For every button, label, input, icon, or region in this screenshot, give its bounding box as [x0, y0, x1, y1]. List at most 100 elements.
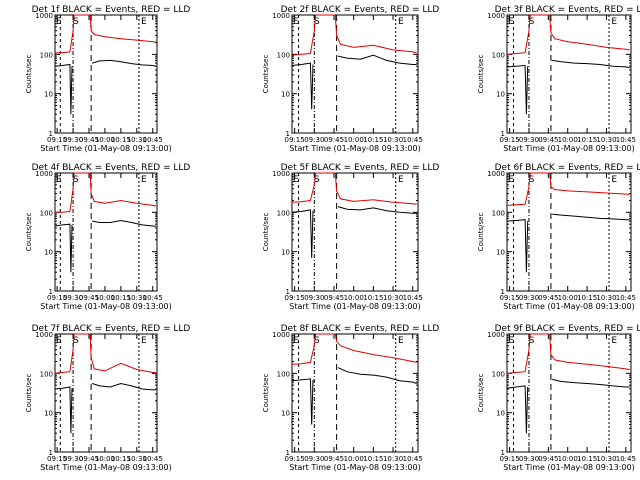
events-series-line	[506, 378, 630, 434]
x-tick-label: 10:45	[616, 136, 636, 144]
y-tick-label: 1	[286, 449, 290, 457]
x-tick-label: 09:45	[324, 136, 344, 144]
event-marker-letter: E	[56, 175, 62, 185]
y-tick-label: 1	[286, 130, 290, 138]
y-tick-label: 1	[286, 288, 290, 296]
y-tick-label: 1000	[272, 170, 290, 178]
x-tick-label: 09:30	[63, 294, 83, 302]
x-tick-label: 10:30	[383, 455, 403, 463]
x-tick-label: 10:15	[363, 455, 383, 463]
y-tick-label: 100	[40, 209, 53, 217]
lld-series-line	[291, 14, 417, 56]
y-tick-label: 100	[277, 51, 290, 59]
event-marker-letter: S	[73, 17, 79, 27]
events-series-line	[291, 367, 417, 425]
y-tick-label: 1000	[35, 12, 53, 20]
plot-frame	[291, 172, 419, 292]
event-marker-letter: E	[611, 17, 617, 27]
lld-series-line	[506, 14, 630, 55]
x-tick-label: 10:30	[127, 136, 147, 144]
events-series-line	[54, 219, 156, 273]
x-tick-label: 10:30	[596, 455, 616, 463]
y-tick-label: 100	[492, 51, 505, 59]
events-series-line	[54, 382, 156, 434]
event-marker-letter: S	[73, 336, 79, 346]
y-tick-label: 100	[40, 370, 53, 378]
chart-title: Det 9f BLACK = Events, RED = LLD	[495, 324, 640, 334]
y-tick-label: 10	[281, 91, 290, 99]
chart-title: Det 6f BLACK = Events, RED = LLD	[495, 163, 640, 173]
event-marker-letter: E	[398, 175, 404, 185]
x-tick-label: 09:45	[79, 455, 99, 463]
y-tick-label: 10	[44, 91, 53, 99]
x-tick-label: 09:30	[63, 136, 83, 144]
event-marker-letter: S	[314, 175, 320, 185]
y-tick-label: 100	[277, 209, 290, 217]
detector-panel-4: Det 4f BLACK = Events, RED = LLD 1 10 100 10…	[25, 163, 190, 311]
y-tick-label: 10	[281, 249, 290, 257]
chart-title: Det 5f BLACK = Events, RED = LLD	[281, 163, 440, 173]
x-tick-label: 10:15	[111, 294, 131, 302]
x-tick-label: 09:15	[285, 455, 305, 463]
y-tick-label: 10	[496, 410, 505, 418]
x-tick-label: 09:45	[538, 136, 558, 144]
x-tick-label: 09:30	[304, 455, 324, 463]
event-marker-letter: S	[529, 336, 535, 346]
plot-frame	[54, 14, 158, 134]
y-tick-label: 1	[49, 449, 53, 457]
x-tick-label: 09:15	[285, 136, 305, 144]
y-tick-label: 1000	[35, 170, 53, 178]
y-tick-label: 1000	[272, 12, 290, 20]
event-marker-letter: E	[508, 336, 514, 346]
plot-frame	[291, 14, 419, 134]
x-tick-label: 10:30	[383, 294, 403, 302]
y-tick-label: 1	[501, 449, 505, 457]
event-marker-letter: S	[314, 336, 320, 346]
events-series-line	[54, 59, 157, 115]
event-marker-letter: E	[508, 175, 514, 185]
y-axis-label: Counts/sec	[25, 374, 33, 413]
x-axis-label: Start Time (01-May-08 09:13:00)	[289, 463, 420, 472]
x-tick-label: 10:30	[383, 136, 403, 144]
event-marker-letter: E	[56, 336, 62, 346]
chart-title: Det 7f BLACK = Events, RED = LLD	[32, 324, 191, 334]
x-tick-label: 09:45	[324, 455, 344, 463]
y-axis-label: Counts/sec	[25, 213, 33, 252]
plot-frame	[54, 333, 158, 453]
detector-panel-5: Det 5f BLACK = Events, RED = LLD 1 10 100 10…	[262, 163, 439, 311]
plot-frame	[506, 333, 632, 453]
x-tick-label: 09:15	[47, 294, 67, 302]
detector-panel-3: Det 3f BLACK = Events, RED = LLD 1 10 100 10…	[477, 5, 640, 153]
plot-frame	[506, 172, 632, 292]
x-tick-label: 10:45	[616, 294, 636, 302]
y-axis-label: Counts/sec	[262, 374, 270, 413]
event-marker-letter: E	[141, 175, 147, 185]
x-tick-label: 10:45	[143, 294, 163, 302]
y-tick-label: 100	[40, 51, 53, 59]
x-axis-label: Start Time (01-May-08 09:13:00)	[289, 302, 420, 311]
y-tick-label: 10	[281, 410, 290, 418]
y-tick-label: 100	[492, 209, 505, 217]
chart-title: Det 3f BLACK = Events, RED = LLD	[495, 5, 640, 15]
x-tick-label: 09:30	[63, 455, 83, 463]
x-tick-label: 10:45	[616, 455, 636, 463]
y-axis-label: Counts/sec	[262, 55, 270, 94]
x-tick-label: 09:15	[285, 294, 305, 302]
x-axis-label: Start Time (01-May-08 09:13:00)	[503, 144, 634, 153]
y-tick-label: 10	[44, 249, 53, 257]
x-tick-label: 09:15	[499, 455, 519, 463]
x-tick-label: 09:30	[519, 136, 539, 144]
x-tick-label: 09:15	[499, 136, 519, 144]
x-tick-label: 10:45	[403, 294, 423, 302]
y-tick-label: 1000	[35, 331, 53, 339]
x-tick-label: 09:15	[47, 455, 67, 463]
x-tick-label: 09:30	[304, 136, 324, 144]
x-tick-label: 10:00	[558, 294, 578, 302]
x-tick-label: 09:45	[538, 294, 558, 302]
x-tick-label: 10:30	[596, 136, 616, 144]
x-tick-label: 10:45	[403, 455, 423, 463]
event-marker-letter: E	[293, 336, 299, 346]
x-axis-label: Start Time (01-May-08 09:13:00)	[503, 302, 634, 311]
x-tick-label: 09:45	[79, 294, 99, 302]
x-tick-label: 10:00	[558, 136, 578, 144]
